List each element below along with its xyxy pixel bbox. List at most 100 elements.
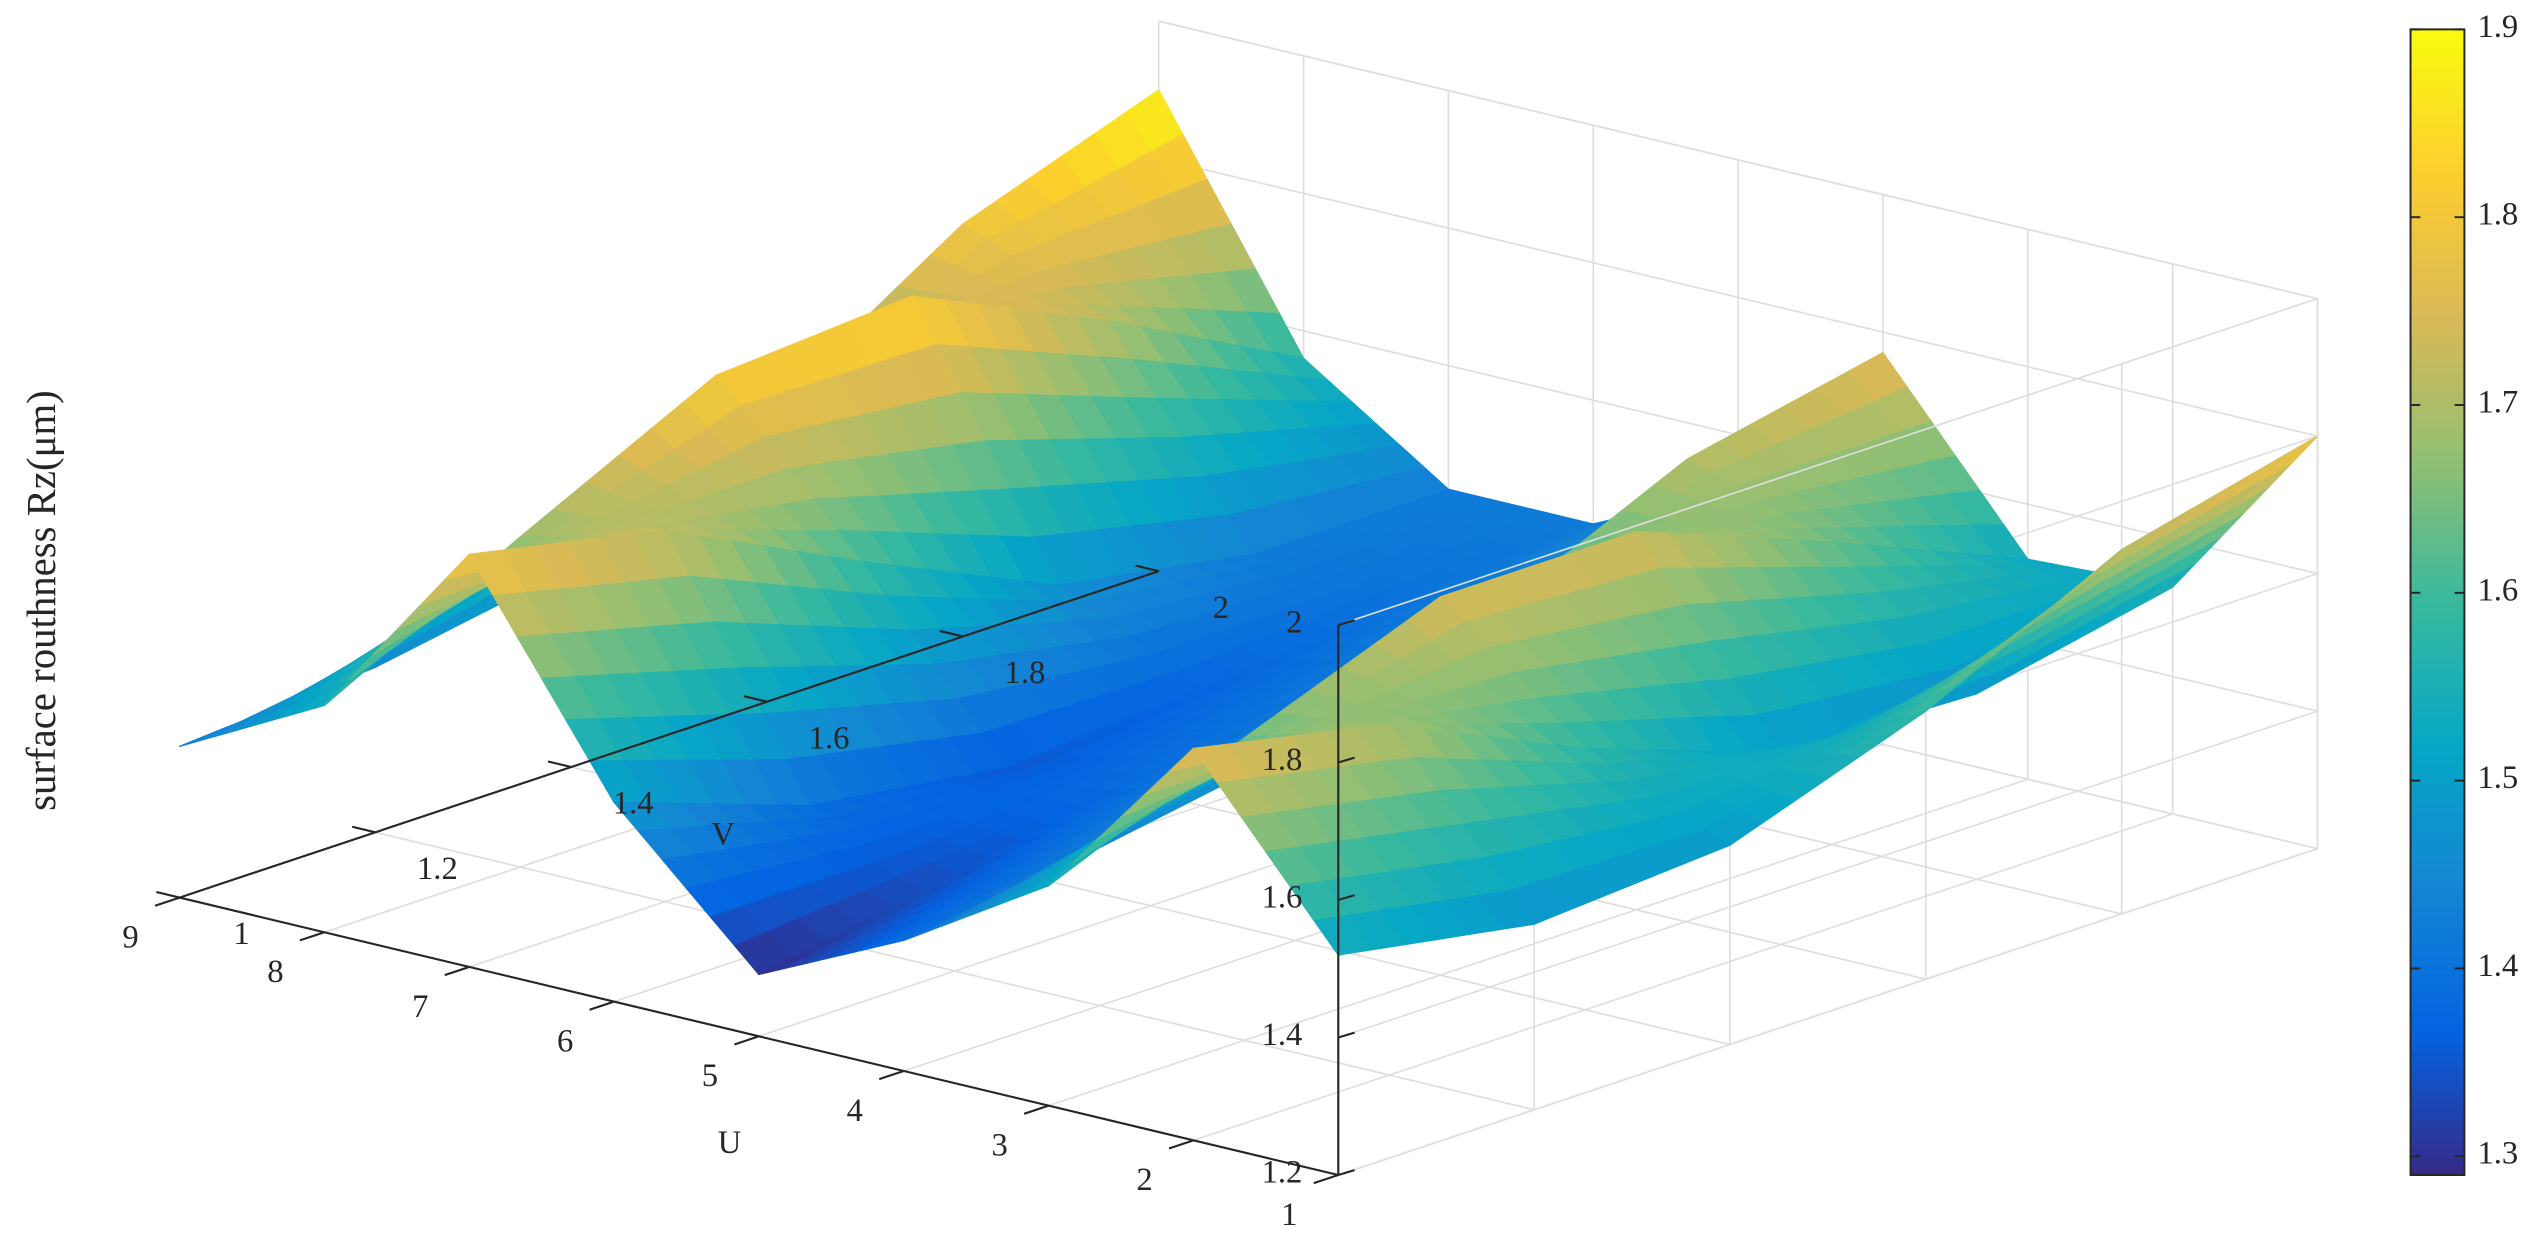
colorbar-segment xyxy=(2410,592,2465,603)
colorbar-segment xyxy=(2410,1069,2465,1081)
colorbar-segment xyxy=(2410,611,2465,622)
colorbar-tick-label: 1.9 xyxy=(2477,9,2518,45)
colorbar-segment xyxy=(2410,1050,2465,1061)
colorbar-segment xyxy=(2410,563,2465,575)
colorbar-segment xyxy=(2410,391,2465,403)
colorbar-segment xyxy=(2410,372,2465,384)
grid-line xyxy=(375,831,1535,1111)
x-tick-label: 5 xyxy=(702,1058,718,1094)
colorbar-segment xyxy=(2410,754,2465,765)
colorbar-segment xyxy=(2410,553,2465,565)
colorbar-segment xyxy=(2410,601,2465,613)
colorbar-segment xyxy=(2410,983,2465,995)
y-tick-label: 1.2 xyxy=(417,851,458,887)
colorbar-segment xyxy=(2410,1079,2465,1090)
colorbar-segment xyxy=(2410,76,2465,88)
colorbar-segment xyxy=(2410,95,2465,107)
y-tick xyxy=(1135,564,1160,573)
box-edge xyxy=(1338,297,2318,626)
x-tick xyxy=(299,931,325,942)
colorbar-segment xyxy=(2410,1107,2465,1119)
colorbar-segment xyxy=(2410,725,2465,737)
grid-line xyxy=(1338,847,2318,1176)
colorbar-segment xyxy=(2410,38,2465,49)
x-tick-label: 6 xyxy=(557,1024,573,1060)
x-tick xyxy=(589,1000,615,1011)
colorbar-segment xyxy=(2410,1145,2465,1157)
colorbar-segment xyxy=(2410,763,2465,775)
colorbar-segment xyxy=(2410,582,2465,594)
colorbar: 1.3 1.4 1.5 1.6 1.7 1.8 1.9 xyxy=(2409,9,2518,1176)
colorbar-segment xyxy=(2410,28,2465,40)
surface-patch xyxy=(1313,914,1372,956)
colorbar-segment xyxy=(2410,639,2465,651)
colorbar-segment xyxy=(2410,1098,2465,1109)
colorbar-segment xyxy=(2410,869,2465,880)
surface-patch xyxy=(347,634,406,681)
colorbar-tick-label: 1.6 xyxy=(2477,572,2518,608)
colorbar-segment xyxy=(2410,296,2465,307)
z-tick-label: 1.2 xyxy=(1262,1154,1303,1190)
x-tick xyxy=(1023,1104,1049,1115)
colorbar-segment xyxy=(2410,258,2465,269)
colorbar-segment xyxy=(2410,210,2465,221)
colorbar-segment xyxy=(2410,191,2465,202)
colorbar-segment xyxy=(2410,401,2465,412)
z-tick xyxy=(1337,619,1355,627)
grid-line xyxy=(1338,710,2318,1039)
grid-line xyxy=(1158,157,2318,437)
colorbar-tick-label: 1.7 xyxy=(2477,384,2518,420)
colorbar-segment xyxy=(2410,152,2465,164)
colorbar-segment xyxy=(2410,888,2465,899)
colorbar-segment xyxy=(2410,67,2465,78)
colorbar-segment xyxy=(2410,668,2465,680)
z-tick-label: 2 xyxy=(1286,605,1302,641)
colorbar-segment xyxy=(2410,773,2465,785)
x-tick-label: 1 xyxy=(1281,1197,1297,1233)
y-tick-label: 1.4 xyxy=(613,786,654,822)
y-tick xyxy=(743,695,768,703)
colorbar-segment xyxy=(2410,200,2465,212)
colorbar-segment xyxy=(2410,496,2465,508)
colorbar-segment xyxy=(2410,420,2465,431)
y-tick xyxy=(547,760,572,769)
colorbar-segment xyxy=(2410,114,2465,126)
colorbar-segment xyxy=(2410,544,2465,555)
colorbar-segment xyxy=(2410,162,2465,174)
colorbar-segment xyxy=(2410,487,2465,498)
colorbar-segment xyxy=(2410,238,2465,250)
colorbar-segment xyxy=(2410,573,2465,584)
colorbar-segment xyxy=(2410,219,2465,231)
y-tick xyxy=(156,890,180,899)
colorbar-segment xyxy=(2410,993,2465,1004)
colorbar-segment xyxy=(2410,840,2465,851)
x-tick xyxy=(1313,1174,1339,1185)
colorbar-segment xyxy=(2410,382,2465,393)
colorbar-segment xyxy=(2410,744,2465,756)
x-tick xyxy=(878,1069,905,1081)
box-edge xyxy=(1158,20,2318,300)
colorbar-segment xyxy=(2410,945,2465,956)
colorbar-segment xyxy=(2410,1117,2465,1128)
colorbar-segment xyxy=(2410,1012,2465,1023)
colorbar-segment xyxy=(2410,954,2465,966)
colorbar-segment xyxy=(2410,172,2465,183)
colorbar-segment xyxy=(2410,783,2465,794)
colorbar-segment xyxy=(2410,649,2465,660)
colorbar-segment xyxy=(2410,1164,2465,1176)
z-tick xyxy=(1337,894,1355,902)
colorbar-segment xyxy=(2410,926,2465,937)
colorbar-segment xyxy=(2410,907,2465,918)
colorbar-segment xyxy=(2410,143,2465,154)
colorbar-segment xyxy=(2410,229,2465,240)
z-axis-label: surface routhness Rz(μm) xyxy=(19,390,64,811)
colorbar-segment xyxy=(2410,1031,2465,1042)
x-tick xyxy=(154,896,180,907)
colorbar-segment xyxy=(2410,277,2465,288)
colorbar-segment xyxy=(2410,315,2465,326)
colorbar-segment xyxy=(2410,1040,2465,1052)
colorbar-segment xyxy=(2410,181,2465,193)
colorbar-segment xyxy=(2410,47,2465,59)
x-tick xyxy=(444,965,470,977)
colorbar-segment xyxy=(2410,324,2465,336)
